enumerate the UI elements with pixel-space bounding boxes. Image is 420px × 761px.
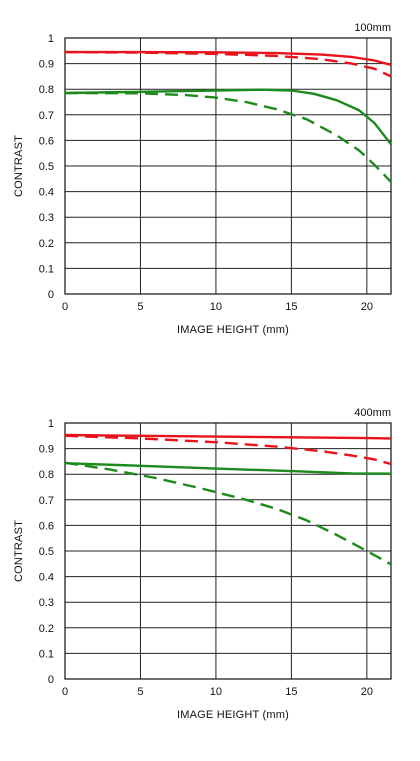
y-tick-label: 0.1 [39,648,54,660]
series-line-green-dashed [64,461,392,566]
series-line-green-solid [64,88,392,145]
series-line-red-dashed [64,50,392,78]
mtf-chart-100mm: 100mm 0 0.1 0.2 0.3 0.4 0.5 0.6 0.7 0.8 0.9 1 0 5 10 15… [0,0,420,360]
y-tick-label: 0.7 [39,110,54,122]
plot-frame [64,37,392,295]
series-line-green-dashed [64,91,392,183]
x-tick-label: 20 [361,686,373,698]
y-tick-label: 0.9 [39,444,54,456]
y-tick-label: 0.3 [39,597,54,609]
x-tick-label: 20 [361,301,373,313]
y-axis-label: CONTRAST [13,520,25,582]
y-tick-label: 0 [48,289,54,301]
x-tick-label: 15 [285,686,297,698]
x-tick-label: 5 [137,686,143,698]
y-tick-label: 0.6 [39,520,54,532]
y-tick-label: 0.2 [39,238,54,250]
y-tick-label: 0 [48,674,54,686]
y-tick-label: 0.9 [39,59,54,71]
x-axis-label: IMAGE HEIGHT (mm) [177,324,289,336]
y-tick-label: 1 [48,418,54,430]
y-tick-label: 0.5 [39,161,54,173]
x-tick-label: 5 [137,301,143,313]
x-axis-label: IMAGE HEIGHT (mm) [177,709,289,721]
mtf-chart-400mm: 400mm 0 0.1 0.2 0.3 0.4 0.5 0.6 0.7 0.8 0.9 1 0 5 10 15… [0,385,420,745]
y-tick-label: 0.6 [39,135,54,147]
x-tick-label: 15 [285,301,297,313]
y-tick-label: 0.2 [39,623,54,635]
plot-frame [64,422,392,680]
y-tick-label: 1 [48,33,54,45]
y-tick-label: 0.7 [39,495,54,507]
y-tick-label: 0.3 [39,212,54,224]
y-tick-label: 0.4 [39,187,54,199]
y-tick-label: 0.4 [39,572,54,584]
y-tick-label: 0.8 [39,84,54,96]
series-line-red-solid [64,433,392,440]
x-tick-label: 10 [210,301,222,313]
focal-length-label: 100mm [354,22,391,34]
y-tick-label: 0.5 [39,546,54,558]
series-line-green-solid [64,462,392,475]
y-tick-label: 0.8 [39,469,54,481]
x-tick-label: 0 [62,686,68,698]
x-tick-label: 10 [210,686,222,698]
x-tick-label: 0 [62,301,68,313]
y-tick-label: 0.1 [39,263,54,275]
series-line-red-dashed [64,434,392,466]
y-axis-label: CONTRAST [13,135,25,197]
focal-length-label: 400mm [354,407,391,419]
